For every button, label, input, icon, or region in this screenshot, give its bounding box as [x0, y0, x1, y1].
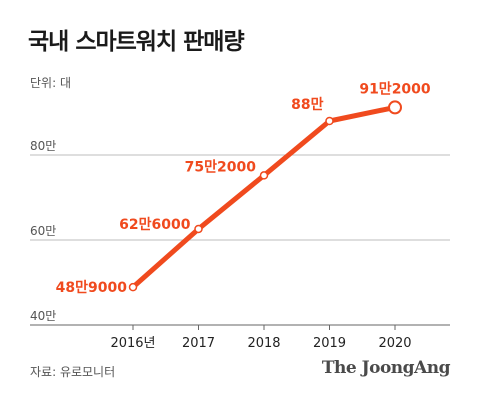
x-tick-label: 2018 — [247, 336, 280, 351]
data-label: 75만2000 — [185, 159, 257, 175]
data-point — [128, 282, 138, 292]
x-tick-label: 2019 — [313, 336, 346, 351]
x-tick-label: 2017 — [182, 336, 215, 351]
data-point — [325, 116, 334, 126]
series-line — [130, 104, 398, 290]
data-point — [259, 171, 269, 180]
y-tick-label: 80만 — [30, 139, 56, 153]
chart-title: 국내 스마트워치 판매량 — [28, 29, 245, 55]
x-tick-label: 2020 — [378, 336, 411, 351]
x-tick-label: 2016년 — [110, 336, 155, 351]
data-labels: 48만9000 62만6000 75만2000 88만 91만2000 — [54, 80, 432, 298]
data-label: 91만2000 — [359, 81, 431, 97]
brand-logo: The JoongAng — [321, 358, 451, 378]
data-label: 62만6000 — [119, 217, 191, 233]
gridlines — [30, 154, 450, 241]
axis: 40만 60만 80만 2016년 2017 2018 2019 2020 — [30, 139, 450, 351]
series — [128, 100, 402, 292]
y-tick-label: 40만 — [30, 309, 56, 323]
data-label: 88만 — [291, 97, 323, 113]
y-tick-label: 60만 — [30, 224, 56, 238]
data-label: 48만9000 — [56, 280, 128, 296]
data-point — [194, 224, 203, 234]
source-label: 자료: 유로모니터 — [30, 365, 116, 379]
data-point — [388, 100, 402, 115]
unit-label: 단위: 대 — [30, 76, 71, 90]
